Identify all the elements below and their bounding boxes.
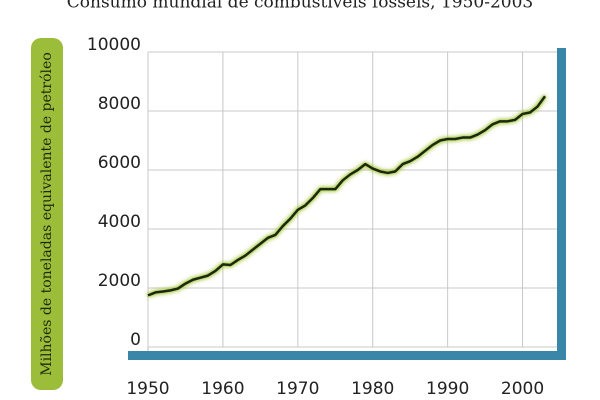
y-label-box xyxy=(31,38,63,390)
x-tick-label: 1990 xyxy=(426,379,469,399)
x-tick-label: 1960 xyxy=(201,379,244,399)
y-tick-label: 10000 xyxy=(87,35,141,55)
y-axis-label: Milhões de toneladas equivalente de petr… xyxy=(39,52,55,376)
y-tick-label: 8000 xyxy=(98,94,141,114)
right-axis-bar xyxy=(557,48,566,360)
data-line xyxy=(147,95,547,297)
y-tick-label: 6000 xyxy=(98,153,141,173)
x-tick-label: 2000 xyxy=(501,379,544,399)
y-tick-label: 2000 xyxy=(98,271,141,291)
x-axis-bar xyxy=(128,351,566,360)
y-tick-label: 4000 xyxy=(98,212,141,232)
x-tick-label: 1980 xyxy=(351,379,394,399)
y-tick-label: 0 xyxy=(130,330,141,350)
x-tick-label: 1950 xyxy=(126,379,169,399)
x-tick-label: 1970 xyxy=(276,379,319,399)
chart-title: Consumo mundial de combustíveis fósseis,… xyxy=(67,0,534,13)
